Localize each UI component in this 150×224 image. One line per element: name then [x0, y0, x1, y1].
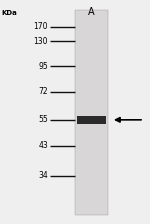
Text: 34: 34: [38, 171, 48, 180]
Bar: [77, 116, 105, 124]
Text: 55: 55: [38, 115, 48, 124]
Bar: [75, 10, 108, 215]
Text: KDa: KDa: [2, 10, 17, 16]
Text: 95: 95: [38, 62, 48, 71]
Text: 130: 130: [33, 37, 48, 46]
Text: 72: 72: [38, 87, 48, 96]
Text: 43: 43: [38, 141, 48, 150]
Text: 170: 170: [33, 22, 48, 31]
Text: A: A: [88, 7, 95, 17]
